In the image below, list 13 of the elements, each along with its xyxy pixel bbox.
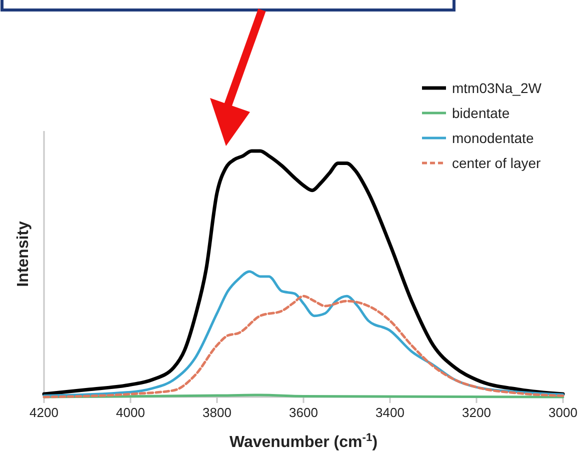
x-tick-label: 4000	[116, 405, 145, 420]
legend-label: mtm03Na_2W	[452, 80, 542, 96]
legend-label: center of layer	[452, 155, 542, 171]
x-tick-label: 3800	[202, 405, 232, 420]
legend-label: bidentate	[452, 105, 510, 121]
x-tick-label: 4200	[30, 405, 58, 420]
x-tick-label: 3400	[376, 405, 404, 420]
x-tick-label: 3000	[548, 405, 578, 420]
x-tick-label: 3600	[289, 405, 318, 420]
x-tick-label: 3200	[462, 405, 491, 420]
y-axis-title: Intensity	[15, 221, 32, 287]
legend-label: monodentate	[452, 130, 534, 146]
x-axis-title: Wavenumber (cm$^{-1}$)	[229, 432, 378, 451]
